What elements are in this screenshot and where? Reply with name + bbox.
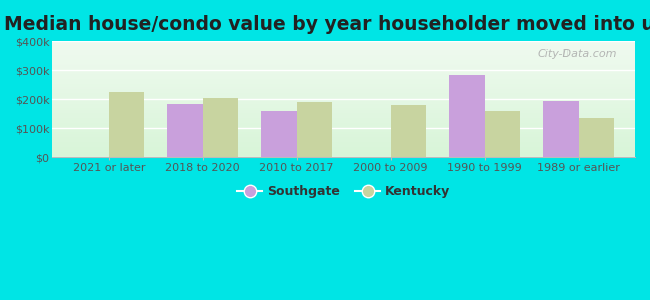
Bar: [485, 111, 521, 157]
Bar: [203, 98, 239, 157]
Bar: [296, 102, 332, 157]
Bar: [578, 118, 614, 157]
Bar: [109, 92, 144, 157]
Bar: [449, 74, 485, 157]
Bar: [167, 103, 203, 157]
Legend: Southgate, Kentucky: Southgate, Kentucky: [232, 180, 455, 203]
Title: Median house/condo value by year householder moved into unit: Median house/condo value by year househo…: [4, 15, 650, 34]
Text: 🔍: 🔍: [563, 49, 568, 58]
Bar: [543, 101, 578, 157]
Text: City-Data.com: City-Data.com: [538, 49, 617, 59]
Bar: [391, 105, 426, 157]
Bar: [261, 111, 296, 157]
